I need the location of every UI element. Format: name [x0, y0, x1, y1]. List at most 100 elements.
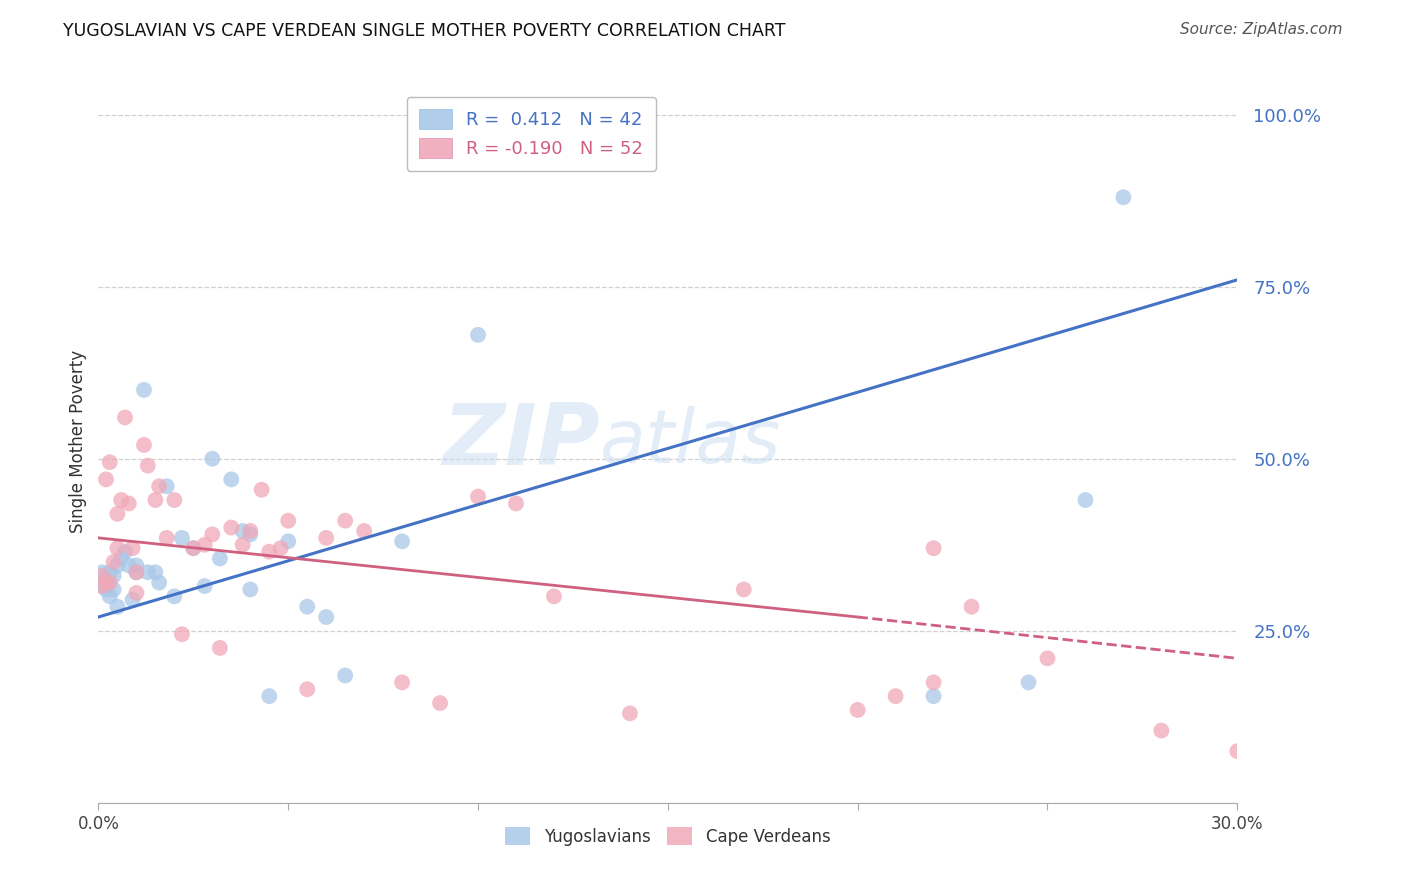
Point: [94, 572, 117, 586]
Point: [91, 568, 114, 582]
Point: [163, 590, 186, 604]
Point: [221, 472, 243, 486]
Point: [103, 582, 125, 597]
Point: [125, 586, 148, 600]
Point: [1226, 744, 1249, 758]
Point: [110, 551, 132, 566]
Point: [297, 682, 319, 697]
Text: atlas: atlas: [599, 406, 780, 477]
Point: [922, 689, 945, 703]
Point: [353, 524, 375, 538]
Point: [335, 668, 357, 682]
Point: [156, 531, 179, 545]
Text: YUGOSLAVIAN VS CAPE VERDEAN SINGLE MOTHER POVERTY CORRELATION CHART: YUGOSLAVIAN VS CAPE VERDEAN SINGLE MOTHE…: [63, 22, 786, 40]
Point: [201, 527, 224, 541]
Point: [98, 590, 121, 604]
Point: [145, 493, 167, 508]
Point: [103, 568, 125, 582]
Point: [1036, 651, 1059, 665]
Point: [232, 524, 254, 538]
Y-axis label: Single Mother Poverty: Single Mother Poverty: [69, 350, 87, 533]
Point: [107, 558, 129, 573]
Point: [239, 582, 262, 597]
Point: [94, 472, 117, 486]
Point: [239, 524, 262, 538]
Point: [125, 566, 148, 580]
Point: [98, 566, 121, 580]
Point: [208, 551, 231, 566]
Point: [250, 483, 273, 497]
Point: [136, 458, 159, 473]
Point: [145, 566, 167, 580]
Point: [183, 541, 205, 556]
Point: [163, 493, 186, 508]
Text: ZIP: ZIP: [441, 400, 599, 483]
Text: Source: ZipAtlas.com: Source: ZipAtlas.com: [1180, 22, 1343, 37]
Point: [505, 496, 527, 510]
Point: [922, 541, 945, 556]
Point: [259, 544, 281, 558]
Point: [277, 514, 299, 528]
Point: [94, 582, 117, 597]
Point: [107, 599, 129, 614]
Point: [922, 675, 945, 690]
Point: [170, 627, 193, 641]
Point: [259, 689, 281, 703]
Point: [194, 579, 217, 593]
Point: [194, 538, 217, 552]
Point: [136, 566, 159, 580]
Point: [467, 490, 489, 504]
Point: [1150, 723, 1173, 738]
Point: [170, 531, 193, 545]
Point: [391, 534, 413, 549]
Point: [125, 558, 148, 573]
Point: [91, 566, 114, 580]
Point: [114, 544, 136, 558]
Point: [107, 507, 129, 521]
Point: [148, 479, 170, 493]
Point: [132, 438, 155, 452]
Point: [208, 640, 231, 655]
Point: [335, 514, 357, 528]
Point: [543, 590, 565, 604]
Point: [148, 575, 170, 590]
Point: [619, 706, 641, 721]
Point: [121, 592, 143, 607]
Point: [232, 538, 254, 552]
Point: [1074, 493, 1097, 508]
Point: [221, 520, 243, 534]
Point: [118, 496, 141, 510]
Point: [239, 527, 262, 541]
Point: [315, 610, 337, 624]
Point: [114, 410, 136, 425]
Point: [91, 579, 114, 593]
Point: [183, 541, 205, 556]
Point: [103, 555, 125, 569]
Point: [391, 675, 413, 690]
Point: [156, 479, 179, 493]
Point: [1018, 675, 1040, 690]
Point: [98, 455, 121, 469]
Point: [1112, 190, 1135, 204]
Point: [132, 383, 155, 397]
Point: [98, 575, 121, 590]
Point: [121, 541, 143, 556]
Point: [201, 451, 224, 466]
Point: [960, 599, 983, 614]
Point: [270, 541, 292, 556]
Point: [315, 531, 337, 545]
Point: [94, 575, 117, 590]
Point: [107, 541, 129, 556]
Point: [297, 599, 319, 614]
Point: [884, 689, 907, 703]
Point: [91, 579, 114, 593]
Point: [110, 493, 132, 508]
Point: [429, 696, 451, 710]
Point: [118, 558, 141, 573]
Point: [733, 582, 755, 597]
Point: [277, 534, 299, 549]
Point: [125, 566, 148, 580]
Point: [467, 327, 489, 342]
Point: [846, 703, 869, 717]
Legend: Yugoslavians, Cape Verdeans: Yugoslavians, Cape Verdeans: [499, 821, 837, 852]
